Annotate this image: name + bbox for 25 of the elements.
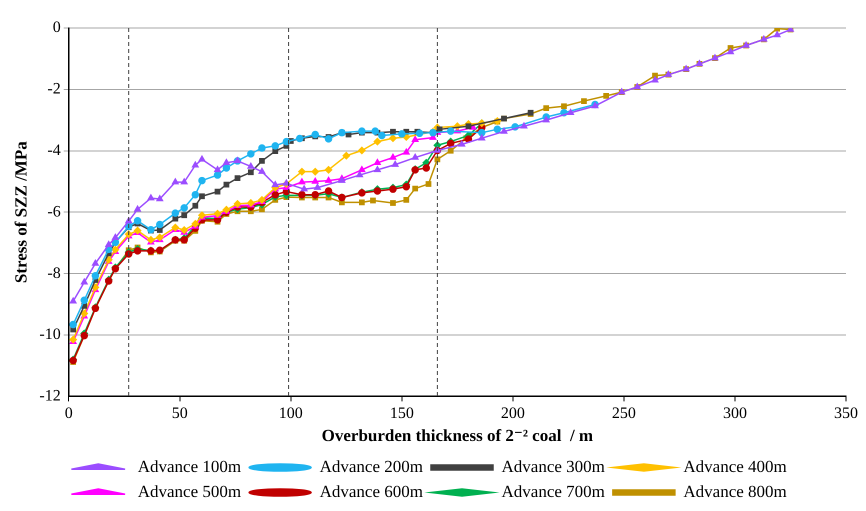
x-axis-title: Overburden thickness of 2⁻² coal / m [322,426,594,446]
x-tick-label: 350 [834,405,858,422]
x-tick-label: 300 [722,405,747,422]
legend-label: Advance 300m [502,456,605,476]
y-tick-label: -6 [47,203,61,220]
legend-label: Advance 400m [683,456,787,476]
x-tick-label: 250 [612,405,636,422]
x-tick-label: 200 [500,405,525,422]
legend-label: Advance 100m [138,456,242,476]
y-axis-title: Stress of SZZ /MPa [12,140,31,284]
legend-label: Advance 500m [138,482,242,501]
y-tick-label: -12 [39,388,61,405]
x-tick-label: 50 [172,405,188,422]
x-tick-label: 150 [390,405,414,422]
y-tick-label: -2 [47,80,61,98]
legend-label: Advance 600m [320,482,424,501]
y-tick-label: -10 [39,326,61,344]
y-tick-label: -8 [47,264,61,282]
y-tick-label: -4 [47,142,61,160]
legend-label: Advance 800m [683,482,787,501]
legend-label: Advance 700m [502,482,605,501]
y-tick-label: 0 [52,19,61,36]
x-tick-label: 100 [278,405,303,422]
legend-label: Advance 200m [320,456,424,476]
x-tick-label: 0 [64,405,73,422]
